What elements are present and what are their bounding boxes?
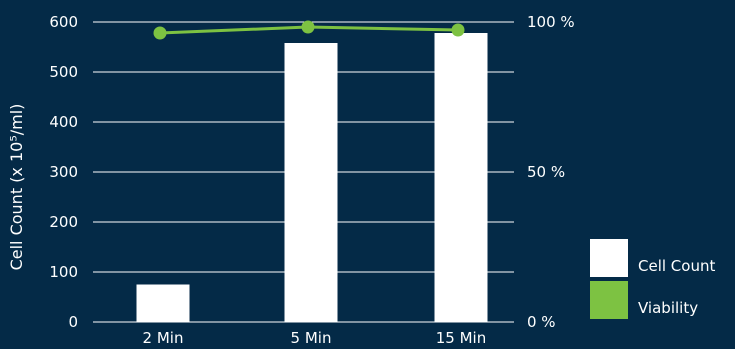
x-tick-label: 2 Min (143, 329, 184, 347)
y-tick-label: 100 (49, 263, 78, 281)
bar-2-min (136, 284, 190, 322)
legend-swatch-viability (590, 281, 628, 319)
left-axis-ticks: 0 100 200 300 400 500 600 (49, 13, 78, 331)
y-tick-label: 400 (49, 113, 78, 131)
bar-series (136, 33, 488, 322)
x-tick-label: 5 Min (291, 329, 332, 347)
viability-point (301, 20, 315, 34)
y-tick-label: 0 (68, 313, 78, 331)
legend: Cell Count Viability (590, 239, 715, 319)
y2-tick-label: 100 % (527, 13, 575, 31)
y-tick-label: 200 (49, 213, 78, 231)
y-tick-label: 600 (49, 13, 78, 31)
y-tick-label: 300 (49, 163, 78, 181)
viability-point (451, 23, 465, 37)
right-axis-ticks: 0 % 50 % 100 % (527, 13, 575, 331)
legend-label: Viability (638, 299, 698, 317)
legend-label: Cell Count (638, 257, 715, 275)
bar-15-min (434, 33, 488, 322)
line-series (153, 20, 465, 40)
y2-tick-label: 50 % (527, 163, 565, 181)
viability-point (153, 26, 167, 40)
y-tick-label: 500 (49, 63, 78, 81)
legend-swatch-cell-count (590, 239, 628, 277)
x-axis-ticks: 2 Min 5 Min 15 Min (143, 329, 487, 347)
y2-tick-label: 0 % (527, 313, 556, 331)
bar-5-min (284, 43, 338, 322)
y-axis-label: Cell Count (x 10⁵/ml) (7, 104, 26, 271)
x-tick-label: 15 Min (436, 329, 486, 347)
